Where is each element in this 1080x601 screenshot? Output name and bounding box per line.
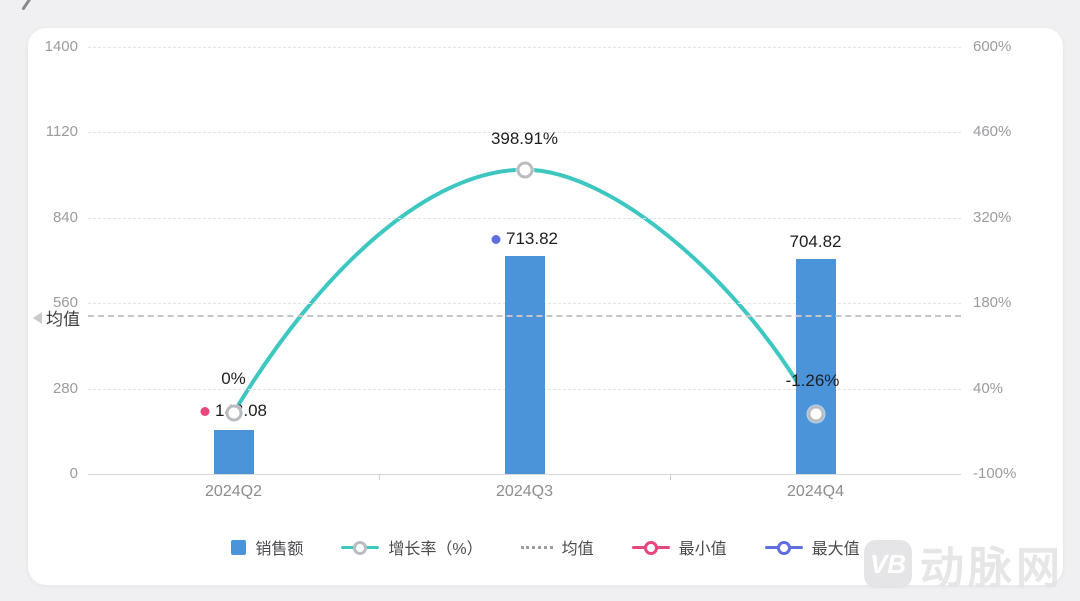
sales-value-label: 713.82: [491, 229, 558, 249]
legend-item-ring[interactable]: 最大值: [764, 535, 860, 559]
legend-item-dash[interactable]: 均值: [520, 535, 594, 559]
mean-label: 均值: [33, 305, 80, 330]
legend-label: 均值: [561, 541, 594, 558]
left-axis-tick-label: 560: [52, 294, 78, 312]
right-axis-tick-label: 320%: [973, 208, 1012, 226]
h-gridline: [88, 132, 961, 134]
chart-legend: 销售额 增长率（%） 均值 最小值 最大值: [28, 535, 1063, 559]
left-axis-tick-label: 280: [52, 379, 78, 397]
left-axis-tick-label: 0: [69, 465, 78, 482]
legend-dash-swatch-icon: [520, 545, 553, 549]
x-axis-category-label: 2024Q3: [496, 483, 553, 500]
legend-label: 增长率（%）: [388, 541, 483, 558]
mean-arrow-icon: [33, 311, 42, 324]
legend-line-swatch-icon: [341, 540, 380, 555]
x-axis-category-label: 2024Q2: [205, 483, 262, 500]
right-axis-tick-label: -100%: [973, 465, 1017, 482]
mean-label-text: 均值: [46, 310, 80, 330]
x-axis-category-label: 2024Q4: [787, 483, 844, 500]
legend-label: 最小值: [678, 541, 727, 558]
legend-item-bar[interactable]: 销售额: [231, 535, 303, 559]
x-axis-line: [88, 474, 961, 475]
sales-value-label: 704.82: [790, 232, 842, 252]
chart-card: [28, 28, 1063, 585]
right-axis-tick-label: 600%: [973, 38, 1012, 55]
legend-bar-swatch-icon: [231, 539, 247, 555]
legend-line-swatch-icon: [764, 540, 803, 555]
left-axis-tick-label: 1120: [45, 123, 78, 141]
h-gridline: [88, 47, 961, 48]
legend-item-ring[interactable]: 最小值: [631, 535, 727, 559]
legend-line-swatch-icon: [631, 540, 670, 555]
left-axis-tick-label: 840: [52, 208, 78, 226]
x-axis-tick: [379, 474, 380, 480]
sales-value-text: 704.82: [789, 232, 842, 252]
growth-value-label: -1.26%: [785, 370, 840, 390]
left-axis-tick-label: 1400: [44, 38, 78, 55]
sales-bar[interactable]: [504, 256, 545, 474]
right-axis-tick-label: 460%: [973, 123, 1012, 141]
growth-point-marker[interactable]: [516, 161, 533, 179]
x-axis-tick: [670, 474, 671, 480]
mean-line: [88, 315, 961, 318]
growth-value-label: 398.91%: [490, 128, 559, 148]
growth-value-label: 0%: [221, 369, 246, 388]
sales-bar[interactable]: [213, 430, 254, 474]
sales-bar[interactable]: [795, 259, 836, 474]
min-value-dot-icon: [200, 406, 209, 416]
right-axis-tick-label: 180%: [973, 294, 1012, 312]
legend-label: 销售额: [255, 541, 304, 558]
sales-value-text: 713.82: [506, 229, 558, 249]
legend-item-line[interactable]: 增长率（%）: [341, 535, 483, 559]
watermark-brand-text: 动脉网: [920, 544, 1064, 593]
legend-label: 最大值: [811, 541, 860, 558]
max-value-dot-icon: [491, 234, 500, 244]
right-axis-tick-label: 40%: [973, 379, 1004, 397]
watermark: VB 动脉网: [864, 532, 1064, 596]
growth-point-marker[interactable]: [225, 404, 242, 422]
h-gridline: [88, 217, 961, 219]
growth-point-marker[interactable]: [807, 405, 824, 423]
watermark-logo-icon: VB: [864, 540, 912, 588]
